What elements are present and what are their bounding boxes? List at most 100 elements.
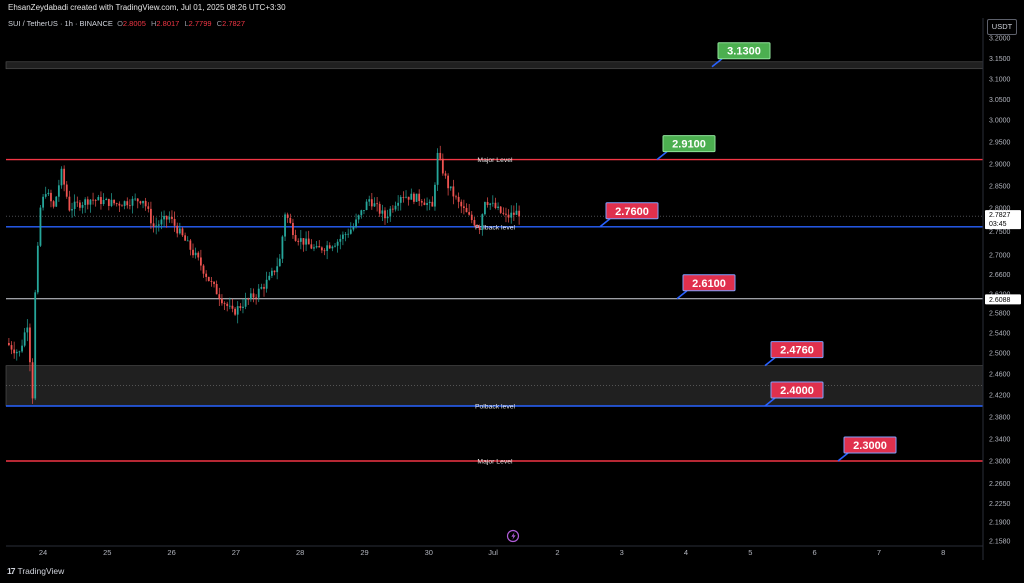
last-price-countdown: 03:45	[989, 221, 1007, 228]
candle	[73, 194, 76, 217]
symbol-title[interactable]: SUI / TetherUS · 1h · BINANCE	[8, 19, 113, 28]
candle-body	[155, 225, 158, 227]
candle-body	[107, 198, 110, 206]
candle-body	[255, 297, 258, 299]
candle-body	[447, 175, 450, 189]
ohlc-close-label: C	[216, 19, 223, 28]
candle-body	[71, 208, 73, 211]
candle-body	[405, 196, 407, 198]
footer-bar	[0, 563, 1024, 583]
candle-body	[10, 345, 13, 350]
candle	[381, 204, 384, 222]
price-tick-label: 2.3000	[989, 459, 1011, 466]
candle	[228, 297, 231, 310]
candle-body	[249, 293, 252, 299]
candle-body	[328, 245, 331, 249]
price-tick-label: 3.1500	[989, 56, 1011, 63]
candle	[226, 301, 229, 312]
candle	[515, 202, 518, 215]
candle	[115, 202, 118, 207]
candle	[26, 319, 29, 342]
candle-body	[118, 203, 121, 206]
price-tick-label: 3.0500	[989, 97, 1011, 104]
candle	[494, 197, 497, 210]
price-tick-label: 2.5400	[989, 331, 1011, 338]
candle-body	[423, 202, 426, 205]
candle	[105, 197, 108, 201]
candle	[336, 239, 339, 253]
candle	[423, 198, 426, 206]
candle-body	[310, 244, 313, 249]
candle	[468, 204, 471, 216]
candle-body	[336, 241, 339, 246]
candle	[210, 277, 213, 287]
candle	[144, 197, 147, 211]
time-tick-label: 25	[103, 548, 111, 557]
candle-body	[223, 303, 226, 305]
candle	[497, 202, 499, 211]
candle	[192, 243, 194, 258]
tradingview-logo[interactable]: 17 TradingView	[7, 566, 64, 576]
candle-body	[126, 201, 129, 206]
price-tick-label: 2.8000	[989, 206, 1011, 213]
price-tick-label: 3.0000	[989, 118, 1011, 125]
candle-body	[92, 199, 94, 201]
candle-body	[94, 200, 97, 201]
candle-body	[221, 298, 223, 304]
candle	[213, 280, 215, 288]
candle	[313, 244, 315, 252]
candle-body	[42, 196, 44, 208]
candle-body	[481, 214, 484, 230]
candle-body	[215, 284, 218, 295]
candle-body	[213, 281, 215, 285]
candle-body	[150, 208, 152, 224]
time-tick-label: 4	[684, 548, 688, 557]
event-marker	[506, 529, 520, 543]
candle	[107, 198, 110, 211]
candle	[94, 199, 97, 207]
candle-body	[110, 199, 113, 206]
candle	[110, 193, 113, 208]
event-marker-circle	[506, 529, 520, 543]
level-text-1: Major Level	[477, 157, 513, 164]
candle-body	[363, 210, 365, 211]
candle-body	[271, 270, 273, 276]
price-tick-label: 2.5000	[989, 351, 1011, 358]
candle	[100, 191, 102, 210]
candle	[323, 248, 326, 256]
callout-box	[770, 341, 824, 359]
candle-body	[313, 247, 315, 249]
candle-body	[147, 206, 150, 209]
time-tick-label: 7	[877, 548, 881, 557]
candle-body	[389, 208, 392, 217]
candle	[202, 264, 205, 278]
candle	[134, 193, 137, 201]
candle-body	[320, 247, 323, 251]
candle	[249, 288, 252, 302]
time-tick-label: 30	[425, 548, 433, 557]
candle	[79, 199, 81, 211]
candle-body	[418, 193, 421, 202]
candle-body	[194, 252, 197, 256]
callout-box	[605, 202, 659, 220]
candle	[328, 242, 331, 249]
candle-body	[105, 198, 108, 200]
candle	[281, 235, 284, 263]
candle	[171, 210, 173, 224]
candle-body	[289, 217, 292, 223]
candle-body	[347, 233, 350, 235]
candle	[484, 201, 486, 216]
candle	[189, 238, 192, 256]
currency-button[interactable]: USDT	[987, 19, 1017, 35]
candle	[455, 194, 457, 200]
price-tick-label: 2.2250	[989, 501, 1011, 508]
candle-body	[515, 210, 518, 215]
last-price-label: 2.7827	[989, 212, 1011, 219]
candle	[320, 246, 323, 254]
callout-label: 2.7600	[615, 206, 649, 218]
candle-body	[465, 207, 468, 213]
candle	[131, 196, 134, 214]
candle-body	[391, 208, 394, 210]
callout-pointer	[764, 356, 776, 367]
